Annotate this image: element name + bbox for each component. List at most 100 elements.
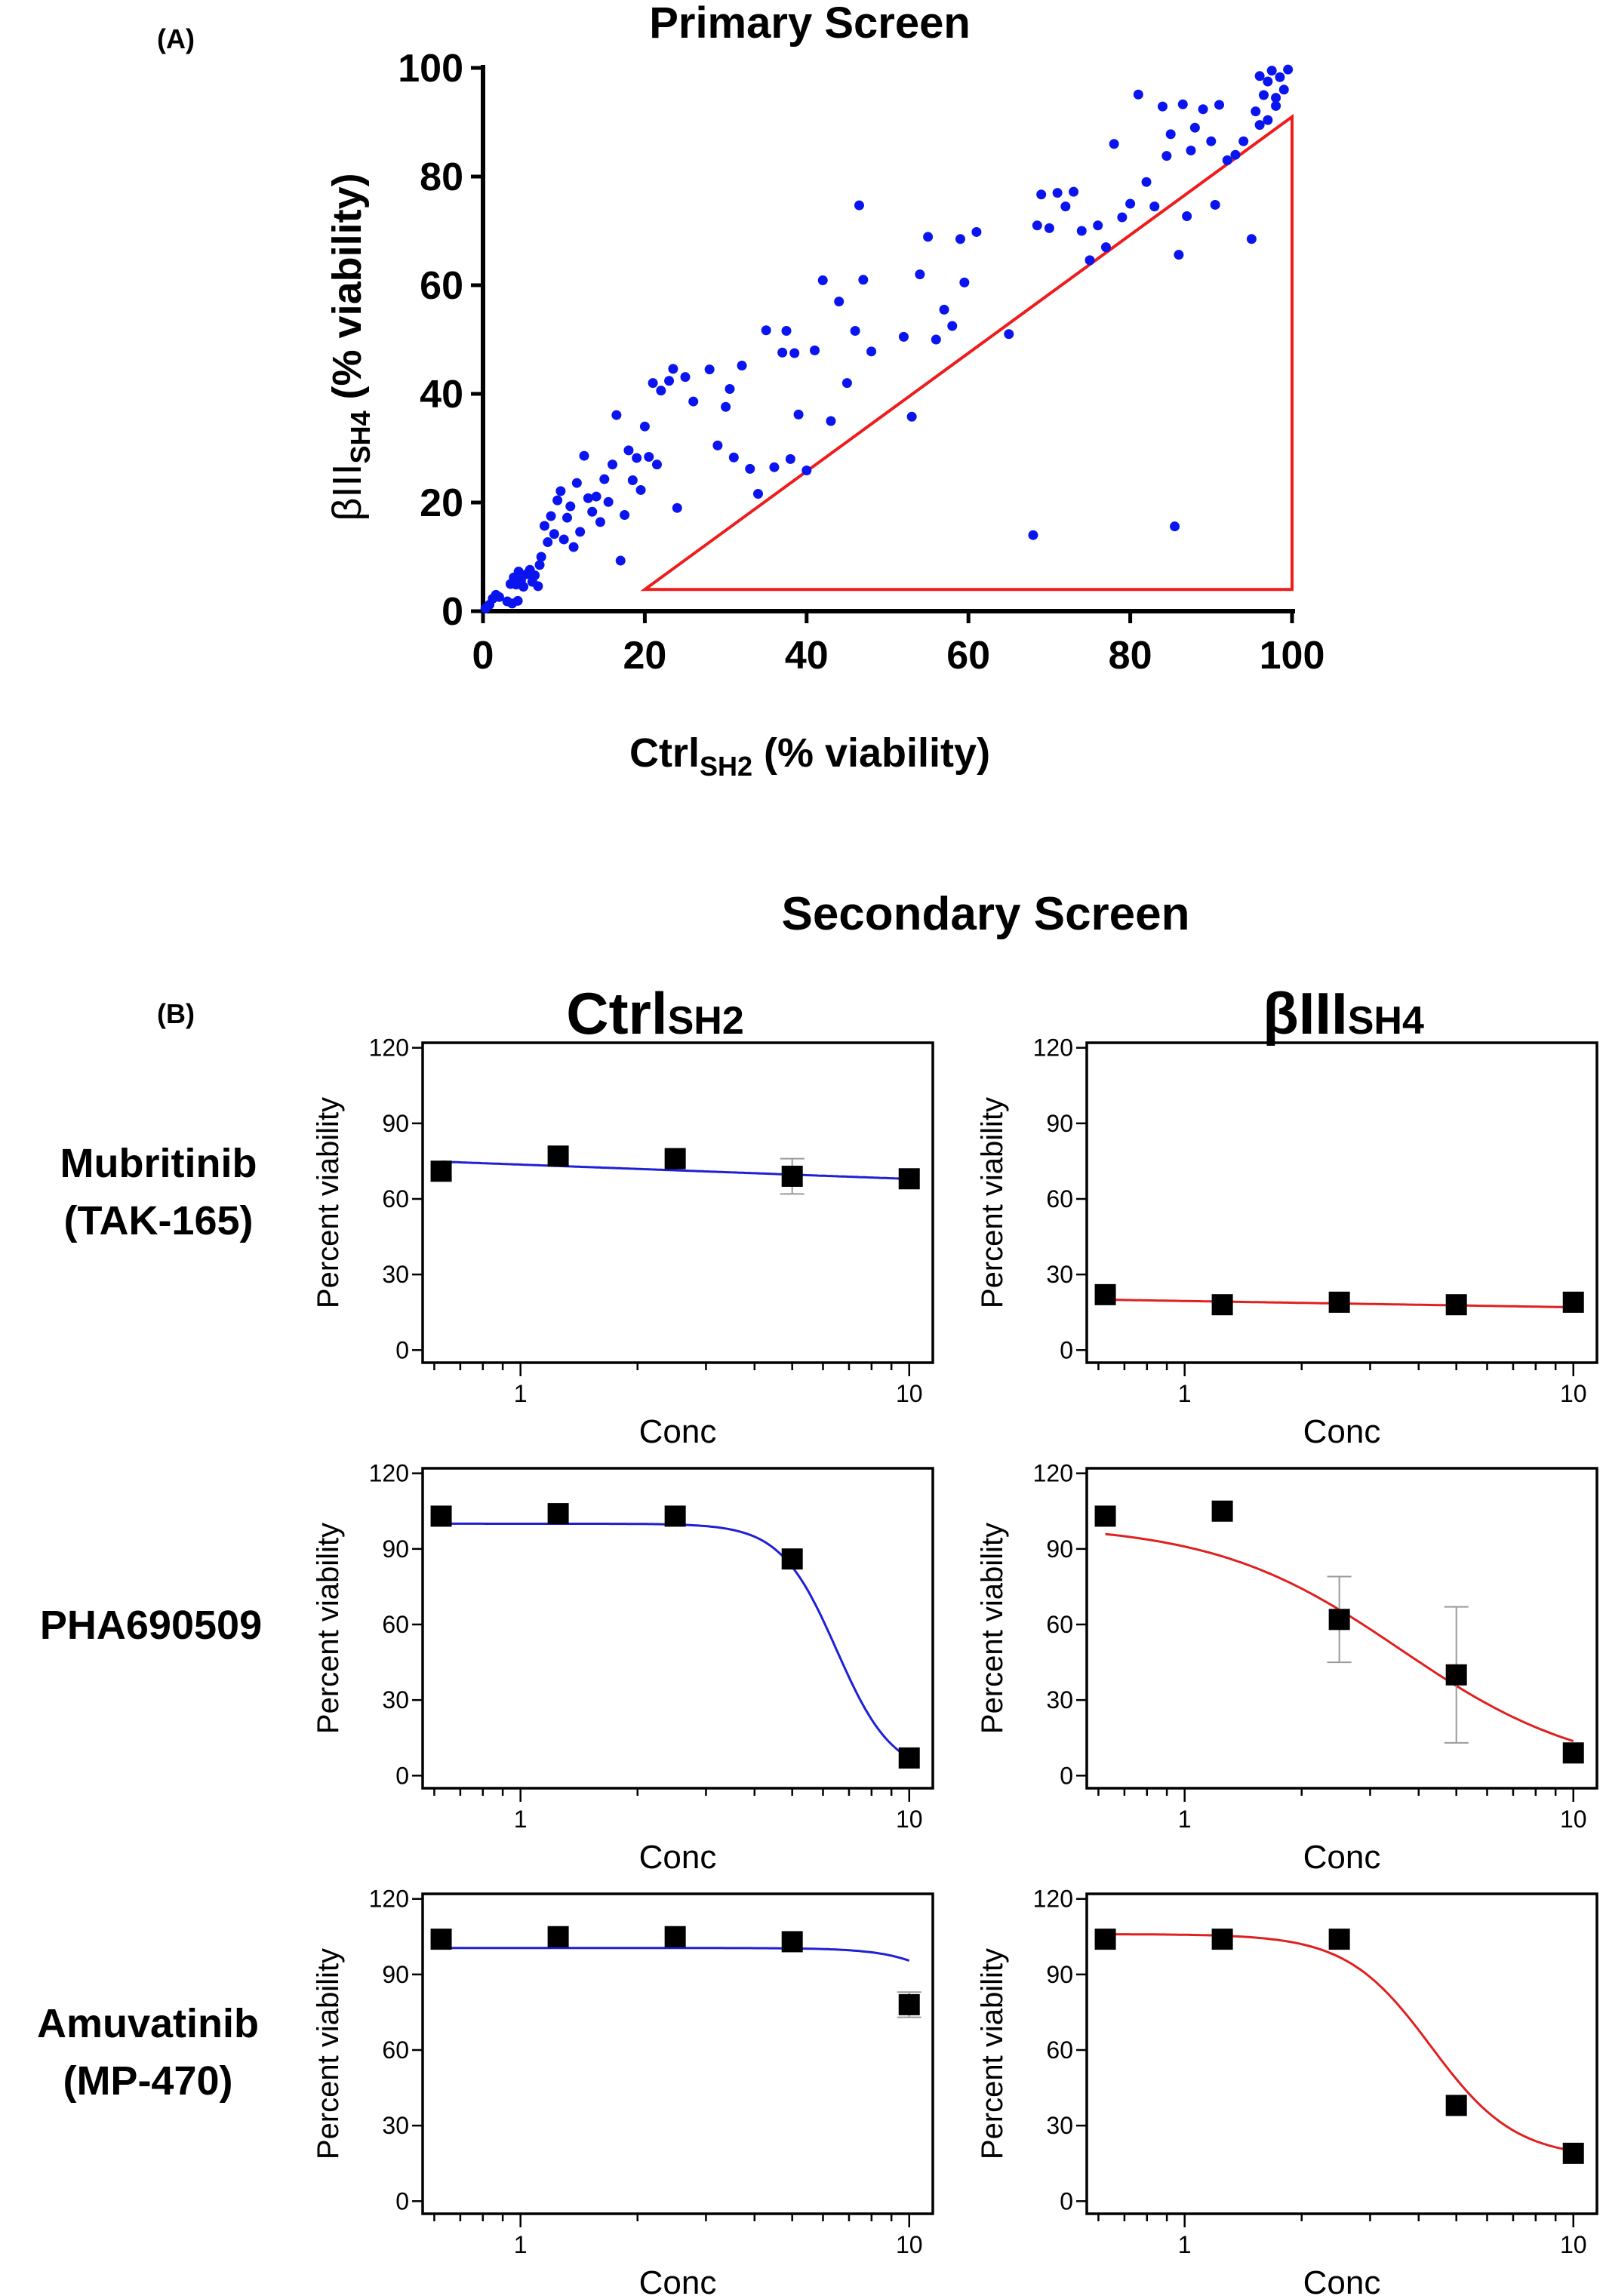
data-point [785, 453, 795, 464]
row-label-amuvatinib-line1: Amuvatinib [37, 2001, 259, 2046]
data-point [971, 226, 982, 237]
data-point [534, 560, 545, 570]
y-tick-label: 90 [1046, 1110, 1073, 1137]
data-point [1254, 71, 1265, 81]
data-marker [430, 1505, 452, 1527]
dose-response-mubritinib-ctrl: 0 30 60 90 120 1 10 Conc Percent viability [312, 1034, 934, 1450]
y-tick-label: 60 [1046, 2036, 1073, 2064]
data-marker [1328, 1609, 1350, 1631]
data-point [513, 566, 524, 576]
data-point [1060, 201, 1071, 212]
column-header-ctrl: CtrlSH2 [566, 980, 744, 1047]
data-marker [664, 1148, 686, 1170]
data-point [1093, 220, 1103, 231]
panel-a-label: (A) [157, 23, 195, 54]
y-tick-label: 90 [1046, 1535, 1073, 1563]
data-point [1109, 139, 1119, 149]
y-tick-label: 30 [1046, 1261, 1073, 1288]
plot-frame [421, 1467, 934, 1790]
data-point [761, 325, 771, 336]
data-point [789, 348, 800, 358]
y-tick-label: 100 [398, 47, 463, 91]
x-tick-label: 0 [472, 634, 494, 678]
x-axis-title: Conc [1303, 2264, 1381, 2296]
data-point [858, 275, 869, 285]
dose-response-mubritinib-betaIII: 0 30 60 90 120 1 10 Conc Percent viability [976, 1034, 1598, 1450]
data-point [1266, 66, 1277, 76]
data-point [656, 386, 666, 396]
data-marker [547, 1926, 569, 1947]
data-point [1283, 64, 1294, 75]
data-marker [781, 1548, 803, 1570]
data-marker [1211, 1294, 1233, 1316]
y-tick-label: 120 [1033, 1034, 1073, 1062]
data-marker [1445, 1294, 1467, 1316]
row-label-pha690509: PHA690509 [40, 1603, 262, 1648]
y-axis-title: Percent viability [312, 1097, 345, 1308]
data-point [668, 364, 678, 374]
data-point [1100, 242, 1111, 253]
x-axis-title: Conc [1303, 1839, 1381, 1876]
data-marker [1328, 1929, 1350, 1950]
data-point [1198, 104, 1208, 115]
x-tick-label: 80 [1109, 634, 1152, 678]
fit-curve [441, 1522, 910, 1760]
data-marker [430, 1160, 452, 1182]
data-marker [430, 1929, 452, 1950]
data-point [639, 421, 650, 432]
y-tick-label: 60 [382, 1611, 409, 1638]
data-point [1174, 250, 1184, 260]
data-point [1258, 90, 1269, 100]
data-point [923, 232, 934, 242]
data-point [575, 527, 586, 537]
data-point [603, 496, 614, 507]
data-point [915, 269, 925, 280]
data-point [680, 372, 691, 383]
row-label-mubritinib-line1: Mubritinib [60, 1141, 257, 1186]
y-tick-label: 60 [1046, 1611, 1073, 1638]
data-point [1206, 136, 1217, 146]
x-tick-label: 1 [514, 1806, 528, 1833]
data-point [752, 488, 763, 499]
y-tick-label: 0 [1060, 1336, 1073, 1363]
data-point [1186, 145, 1196, 155]
data-marker [898, 1168, 920, 1190]
data-point [1157, 101, 1168, 112]
data-point [1182, 211, 1192, 222]
primary-screen-scatter: 0 20 40 60 80 100 0 20 40 60 80 100 [398, 47, 1324, 678]
data-point [793, 409, 804, 420]
data-point [1189, 122, 1200, 133]
dose-response-amuvatinib-betaIII: 0 30 60 90 120 1 10 Conc Percent viability [976, 1886, 1598, 2296]
data-marker [898, 1747, 920, 1769]
x-tick-label: 1 [514, 1380, 528, 1407]
panel-a-title: Primary Screen [649, 0, 971, 48]
data-point [850, 325, 860, 336]
y-tick-label: 120 [369, 1886, 409, 1913]
data-point [1161, 151, 1172, 161]
data-point [906, 411, 917, 422]
data-point [1246, 234, 1257, 244]
data-point [533, 581, 543, 592]
data-point [608, 460, 618, 470]
data-point [1251, 106, 1261, 117]
y-tick-label: 0 [1060, 1762, 1073, 1789]
data-point [644, 452, 654, 463]
data-point [737, 361, 747, 371]
y-tick-label: 0 [441, 590, 463, 634]
x-tick-label: 10 [896, 1806, 923, 1833]
data-point [579, 450, 589, 461]
x-tick-label: 10 [1560, 1380, 1587, 1407]
data-marker [781, 1165, 803, 1187]
data-point [549, 529, 559, 539]
data-point [623, 445, 634, 456]
data-point [817, 275, 828, 286]
data-point [826, 416, 836, 426]
x-tick-label: 100 [1260, 634, 1325, 678]
data-marker [1211, 1929, 1233, 1950]
data-point [1170, 521, 1180, 532]
data-point [1044, 223, 1054, 233]
data-marker [1562, 1291, 1584, 1313]
data-marker [1445, 1664, 1467, 1686]
x-tick-label: 60 [946, 634, 990, 678]
data-point [1004, 329, 1014, 340]
